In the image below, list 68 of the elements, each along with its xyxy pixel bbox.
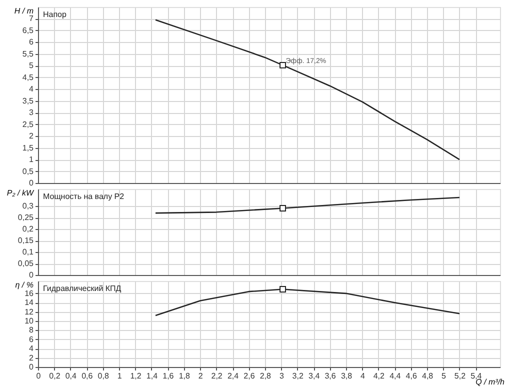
x-tick-label: 3,2 (292, 372, 304, 380)
y-tick-label: 2 (29, 132, 34, 141)
x-tick-label: 4 (360, 372, 366, 380)
y-tick-label: 14 (24, 298, 34, 308)
x-tick-label: 1,6 (162, 372, 174, 380)
x-tick-label: 4,6 (406, 372, 418, 380)
y-tick-label: 5,5 (22, 49, 34, 58)
y-tick-label: 0,3 (22, 202, 34, 211)
y-tick-label: 0,05 (18, 259, 34, 268)
y-tick-label: 0,2 (22, 224, 34, 234)
x-tick-label: 2,4 (227, 372, 240, 380)
y-tick-label: 0 (29, 270, 34, 280)
x-tick-label: 0,6 (82, 372, 94, 380)
x-tick-label: 0,8 (98, 372, 110, 380)
y-tick-label: 0,5 (22, 166, 34, 176)
y-tick-label: 6 (29, 334, 34, 344)
x-tick-label: 0,4 (65, 372, 78, 380)
x-tick-label: 3,6 (324, 372, 336, 380)
x-axis-title: Q / m³/h (476, 378, 506, 386)
y-tick-label: 4 (29, 344, 34, 354)
y-axis-title: H / m (14, 6, 34, 16)
x-tick-label: 0,2 (49, 372, 61, 380)
x-tick-label: 2,8 (260, 372, 272, 380)
y-tick-label: 1 (29, 155, 34, 164)
x-tick-label: 0 (36, 372, 42, 380)
x-tick-label: 2 (198, 372, 204, 380)
y-tick-label: 4,5 (22, 72, 34, 82)
y-tick-label: 8 (29, 326, 34, 335)
y-tick-label: 0,25 (18, 213, 34, 222)
x-tick-label: 1,4 (146, 372, 158, 380)
y-tick-label: 1,5 (22, 143, 34, 152)
y-tick-label: 2 (29, 353, 34, 362)
x-tick-label: 3 (279, 372, 284, 380)
x-tick-label: 5,2 (454, 372, 466, 380)
line-series (154, 196, 460, 214)
x-tick-label: 1 (117, 372, 122, 380)
y-tick-label: 0,1 (22, 248, 34, 257)
x-tick-label: 5 (442, 372, 447, 380)
y-tick-label: 6,5 (22, 26, 34, 35)
y-tick-label: 0 (29, 178, 34, 188)
y-axis-title: η / % (15, 280, 34, 290)
y-tick-label: 3,5 (22, 96, 34, 106)
y-tick-label: 7 (29, 14, 34, 24)
y-tick-label: 2,5 (22, 120, 34, 129)
line-series (154, 19, 460, 160)
x-tick-label: 1,8 (178, 372, 191, 380)
x-tick-label: 5,4 (470, 372, 482, 380)
chart-title: Напор (43, 10, 68, 19)
x-tick-label: 2,2 (211, 372, 223, 380)
y-tick-label: 4 (29, 84, 34, 94)
y-tick-label: 0,15 (18, 236, 34, 246)
y-tick-label: 12 (24, 307, 34, 316)
y-tick-label: 3 (29, 108, 34, 118)
y-axis-title: P₂ / kW (6, 188, 35, 198)
x-tick-label: 3,4 (308, 372, 320, 380)
x-tick-label: 4,8 (422, 372, 434, 380)
y-tick-label: 16 (24, 288, 34, 298)
y-tick-label: 6 (29, 38, 34, 47)
y-tick-label: 5 (29, 61, 34, 70)
chart-title: Мощность на валу P2 (43, 192, 125, 201)
x-tick-label: 4,2 (373, 372, 386, 380)
y-tick-label: 0 (29, 362, 34, 372)
chart-title: Гидравлический КПД (43, 284, 122, 293)
x-tick-label: 2,6 (244, 372, 256, 380)
x-tick-label: 4,4 (390, 372, 402, 380)
x-tick-label: 1,2 (130, 372, 142, 380)
x-tick-label: 3,8 (340, 372, 353, 380)
y-tick-label: 10 (24, 316, 34, 326)
